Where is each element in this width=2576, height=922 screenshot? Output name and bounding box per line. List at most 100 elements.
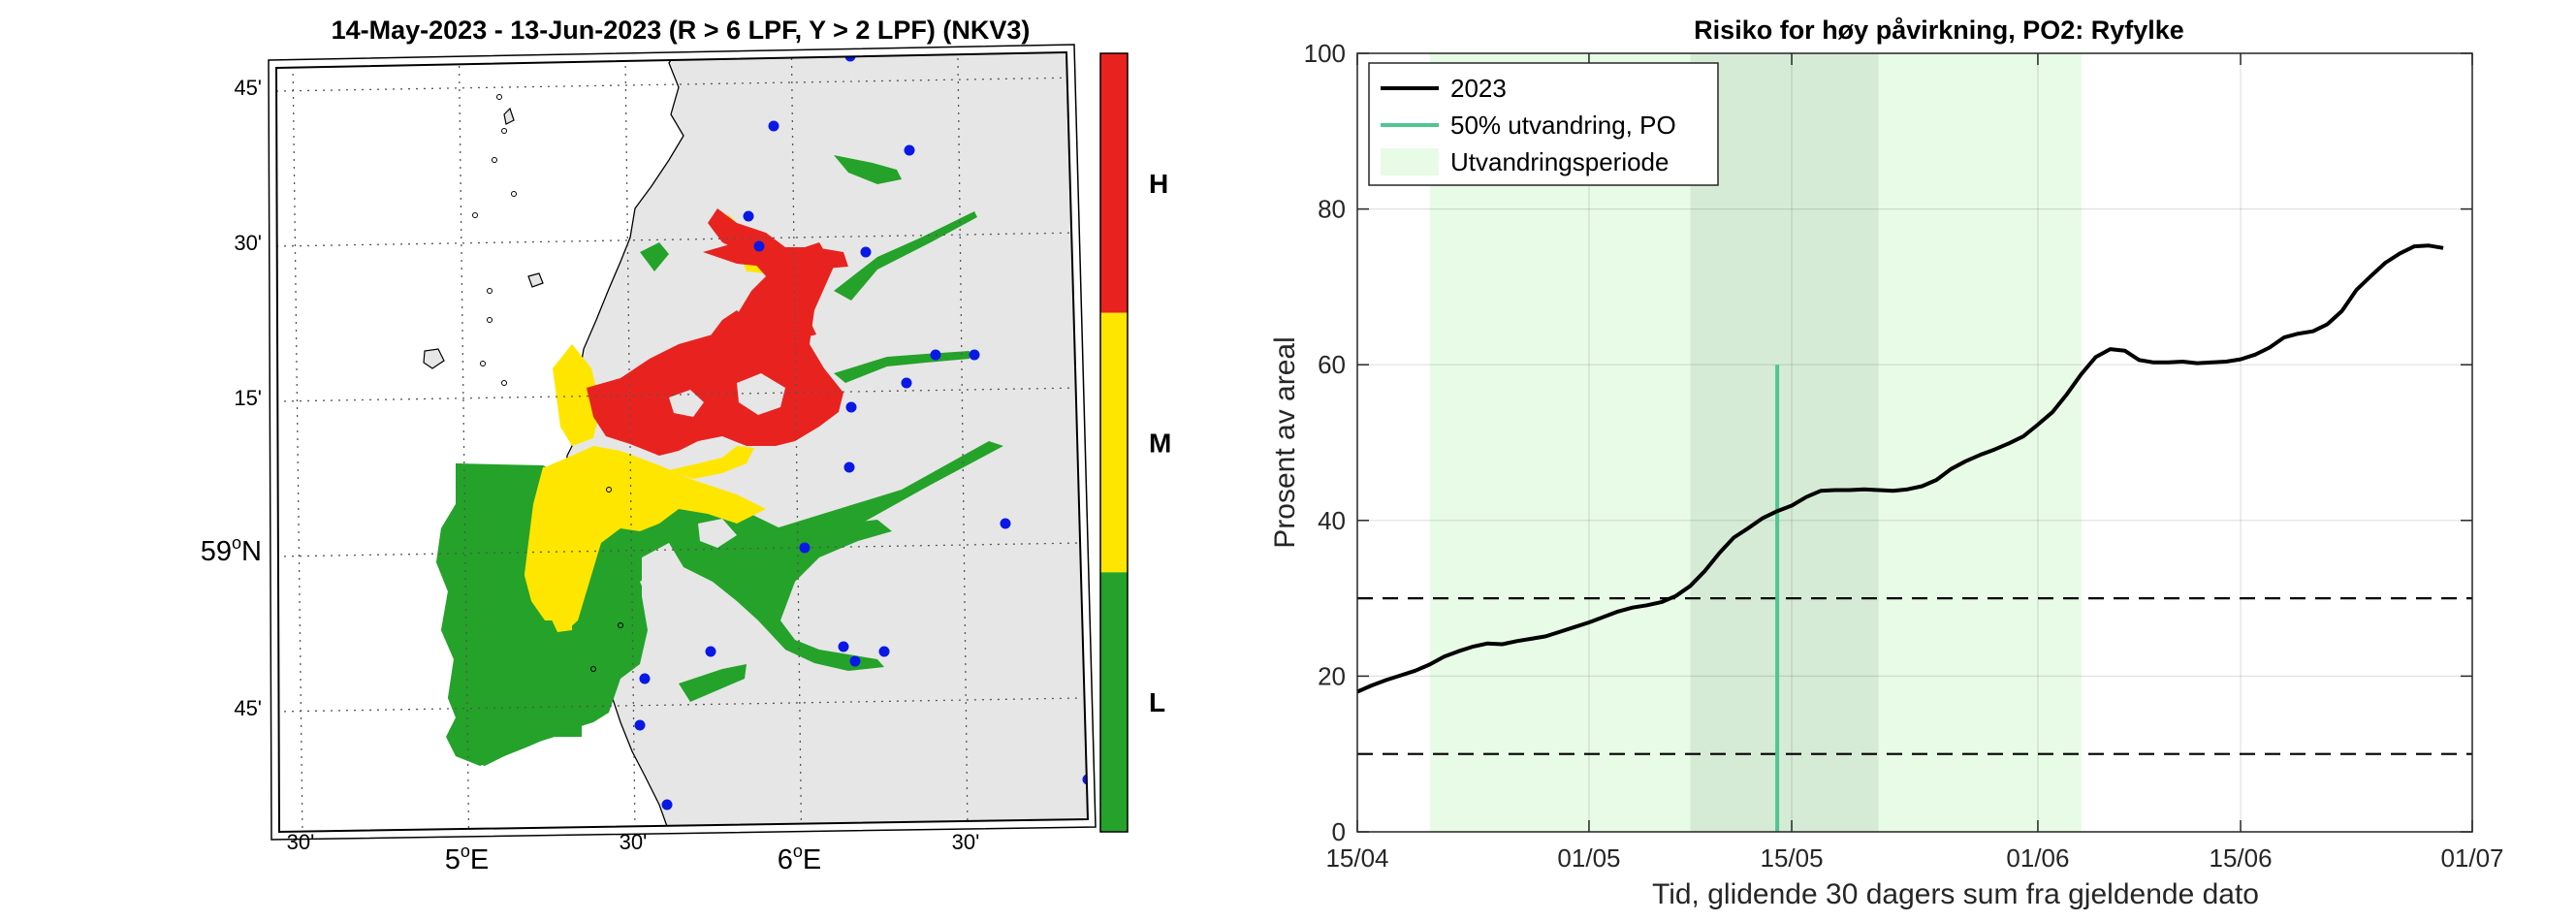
skerry [606, 487, 612, 493]
y-tick-label: 0 [1332, 817, 1346, 846]
lon-tick-label: 5oE [445, 842, 490, 875]
map-frame-outer [268, 44, 1097, 841]
region-low [640, 242, 669, 271]
lon-tick-label: 30' [287, 830, 315, 854]
lon-tick-label: 6oE [778, 842, 822, 875]
lon-tick-label: 30' [952, 830, 980, 854]
graticule-meridian [957, 57, 969, 832]
skerry [487, 317, 493, 323]
lat-tick-label: 15' [234, 386, 262, 410]
station-marker [799, 542, 811, 554]
region-high [708, 310, 747, 349]
chart-legend: 2023 50% utvandring, PO Utvandringsperiode [1368, 62, 1719, 186]
map-figure: 14-May-2023 - 13-Jun-2023 (R > 6 LPF, Y … [201, 16, 1172, 875]
region-high [703, 242, 848, 270]
region-low [834, 211, 977, 301]
y-tick-label: 20 [1318, 661, 1346, 690]
station-marker [969, 349, 980, 361]
station-marker [878, 646, 890, 657]
station-marker [705, 646, 716, 657]
graticule-meridian [458, 57, 470, 832]
series-line-2023 [1356, 243, 2444, 694]
map-title: 14-May-2023 - 13-Jun-2023 (R > 6 LPF, Y … [332, 16, 1031, 45]
skerry [487, 288, 493, 294]
station-marker [753, 240, 765, 252]
risk-chart: Risiko for høy påvirkning, PO2: Ryfylke … [1269, 16, 2504, 910]
x-tick-label: 01/06 [2006, 843, 2069, 873]
lat-tick-label: 30' [234, 231, 262, 255]
region-low [679, 664, 747, 702]
reference-lines [1357, 596, 2472, 755]
x-tick-label: 01/07 [2440, 843, 2503, 873]
chart-axes: 15/04 01/05 15/05 01/06 15/06 01/07 0 20 40 60 80 1… [1304, 39, 2504, 873]
colorbar-segment-L [1100, 572, 1128, 832]
lat-tick-label: 59oN [201, 533, 262, 567]
colorbar: H M L [1099, 52, 1171, 833]
skerry [472, 212, 478, 218]
lat-tick-label: 45' [234, 696, 262, 720]
colorbar-segment-H [1100, 53, 1128, 313]
island [527, 272, 544, 288]
station-marker [904, 144, 915, 156]
legend-label-1: 50% utvandring, PO [1450, 111, 1676, 140]
colorbar-label-H: H [1149, 169, 1168, 199]
map-panel: 14-May-2023 - 13-Jun-2023 (R > 6 LPF, Y … [0, 0, 1289, 917]
fjord-island [669, 390, 704, 417]
shaded-period-1 [1690, 53, 1879, 832]
map-frame [274, 50, 1090, 834]
skerry [492, 157, 497, 163]
station-marker [930, 349, 941, 361]
chart-title: Risiko for høy påvirkning, PO2: Ryfylke [1694, 16, 2184, 45]
fjord-island [737, 373, 785, 415]
station-marker [661, 799, 673, 811]
chart-panel: Risiko for høy påvirkning, PO2: Ryfylke … [1251, 0, 2576, 917]
x-tick-label: 15/05 [1761, 843, 1824, 873]
station-marker [1000, 518, 1011, 529]
lat-tick-label: 45' [234, 76, 262, 100]
skerry [501, 128, 507, 134]
skerry [618, 622, 623, 628]
skerry [480, 361, 486, 366]
station-marker [843, 461, 855, 473]
graticule-meridian [624, 57, 636, 832]
station-marker [849, 655, 861, 667]
station-markers [472, 52, 1088, 811]
skerry [590, 666, 596, 672]
x-axis-label: Tid, glidende 30 dagers sum fra gjeldend… [1652, 878, 2259, 910]
x-tick-label: 15/04 [1325, 843, 1388, 873]
station-marker [838, 641, 849, 652]
region-medium [669, 446, 754, 479]
y-axis-label: Prosent av areal [1269, 336, 1301, 548]
y-tick-label: 40 [1318, 506, 1346, 535]
chart-background [1357, 53, 2472, 832]
fjord-island [640, 567, 679, 606]
legend-label-2: Utvandringsperiode [1450, 147, 1669, 176]
legend-swatch-2 [1381, 148, 1439, 175]
map-tick-labels: 45' 30' 15' 59oN 45' 30' 5oE 30' 6oE 30' [201, 76, 980, 875]
x-tick-label: 15/06 [2210, 843, 2273, 873]
region-medium [553, 344, 601, 446]
lon-tick-label: 30' [620, 830, 648, 854]
station-marker [768, 120, 779, 132]
series-lines [1356, 243, 2444, 832]
axes-box [1356, 52, 2473, 833]
region-low [776, 441, 1003, 548]
station-marker [901, 377, 912, 389]
region-low [834, 155, 902, 184]
island [503, 107, 515, 125]
region-low-offshore [436, 463, 582, 766]
y-tick-label: 60 [1318, 350, 1346, 379]
station-marker [860, 246, 872, 258]
colorbar-segment-M [1100, 312, 1128, 573]
graticule [276, 57, 1082, 832]
legend-label-0: 2023 [1450, 74, 1507, 103]
region-medium-offshore [533, 463, 601, 632]
colorbar-label-L: L [1149, 687, 1165, 717]
station-marker [639, 673, 651, 684]
graticule-meridian [790, 57, 803, 832]
y-tick-label: 100 [1304, 39, 1346, 68]
station-marker [743, 210, 754, 222]
station-marker [845, 401, 857, 413]
x-tick-label: 01/05 [1557, 843, 1620, 873]
map-area [276, 52, 1088, 832]
